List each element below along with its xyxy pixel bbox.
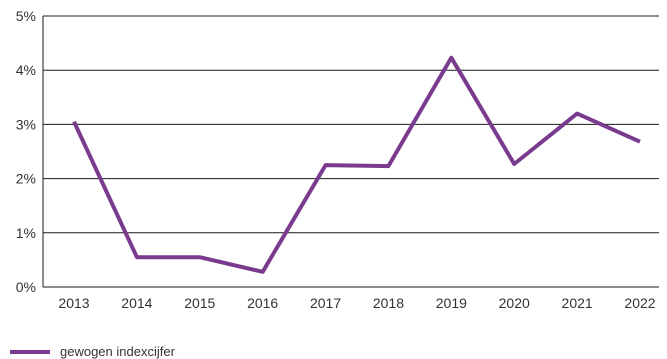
legend-label: gewogen indexcijfer — [60, 344, 176, 359]
y-tick-label: 5% — [16, 8, 36, 24]
x-tick-label: 2015 — [184, 295, 215, 311]
x-tick-label: 2016 — [247, 295, 278, 311]
y-axis-tick-labels: 0% 1% 2% 3% 4% 5% — [16, 8, 36, 295]
series-line-0 — [72, 55, 641, 274]
x-axis-tick-labels: 2013 2014 2015 2016 2017 2018 2019 2020 2021 2022 — [58, 295, 655, 311]
y-tick-label: 2% — [16, 171, 36, 187]
x-tick-label: 2019 — [436, 295, 467, 311]
series-lines — [72, 55, 641, 274]
x-tick-label: 2017 — [310, 295, 341, 311]
x-tick-label: 2020 — [499, 295, 530, 311]
x-tick-label: 2014 — [121, 295, 152, 311]
x-tick-label: 2021 — [562, 295, 593, 311]
x-tick-label: 2018 — [373, 295, 404, 311]
y-tick-label: 3% — [16, 116, 36, 132]
y-tick-label: 0% — [16, 279, 36, 295]
x-tick-label: 2013 — [58, 295, 89, 311]
y-tick-label: 4% — [16, 62, 36, 78]
grid-lines — [42, 15, 659, 288]
x-tick-label: 2022 — [624, 295, 655, 311]
legend: gewogen indexcijfer — [10, 344, 176, 359]
y-tick-label: 1% — [16, 225, 36, 241]
